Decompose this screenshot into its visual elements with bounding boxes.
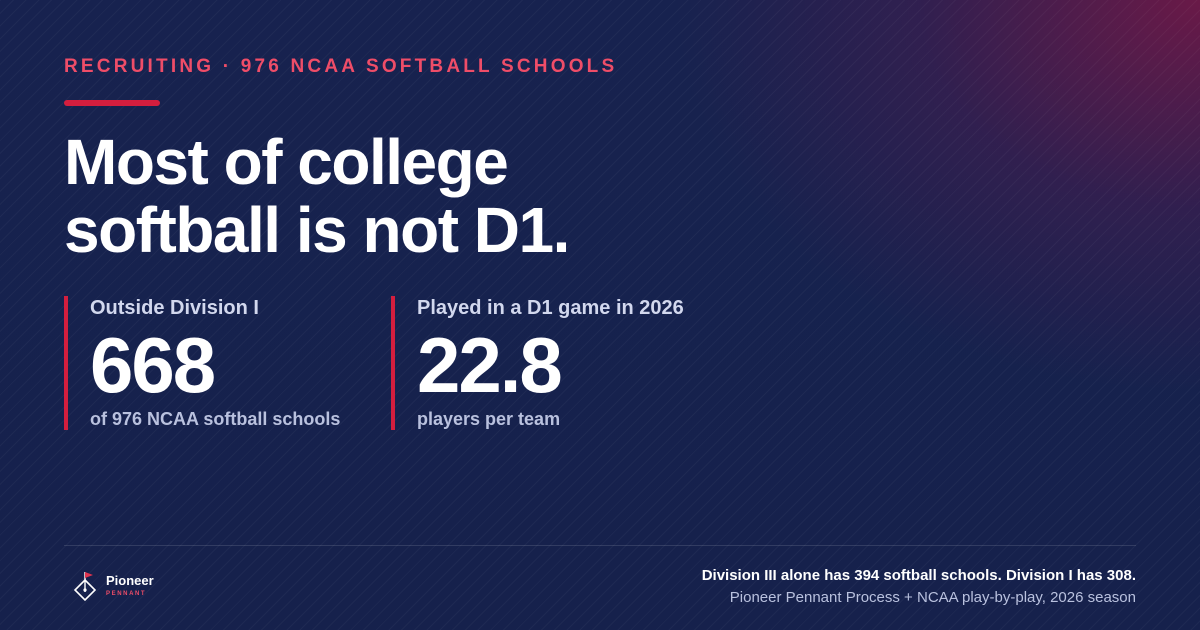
- stat-value: 22.8: [417, 321, 563, 409]
- diamond-pennant-icon: [73, 572, 97, 602]
- stat-label: Outside Division I: [90, 297, 259, 319]
- brand-name: Pioneer: [106, 572, 154, 588]
- stat-label: Played in a D1 game in 2026: [417, 297, 684, 319]
- headline-line-1: Most of college: [64, 126, 509, 198]
- brand-tagline: PENNANT: [106, 590, 147, 597]
- stat-subtext: players per team: [417, 409, 561, 429]
- eyebrow-label: RECRUITING · 976 NCAA SOFTBALL SCHOOLS: [64, 56, 618, 77]
- stat-outside-d1: Outside Division I 668 of 976 NCAA softb…: [64, 296, 340, 430]
- footnote-text: Division III alone has 394 softball scho…: [701, 567, 1136, 584]
- stat-value: 668: [90, 321, 216, 409]
- stat-d1-players: Played in a D1 game in 2026 22.8 players…: [391, 296, 684, 430]
- accent-rule: [64, 100, 160, 106]
- brand-logo: Pioneer PENNANT: [72, 568, 154, 602]
- source-credit: Pioneer Pennant Process + NCAA play-by-p…: [729, 589, 1136, 606]
- footer-divider: [64, 545, 1136, 546]
- footnote: Division III alone has 394 softball scho…: [702, 566, 1136, 608]
- headline: Most of college softball is not D1.: [64, 128, 824, 264]
- stat-subtext: of 976 NCAA softball schools: [90, 409, 341, 429]
- headline-line-2: softball is not D1.: [64, 194, 570, 266]
